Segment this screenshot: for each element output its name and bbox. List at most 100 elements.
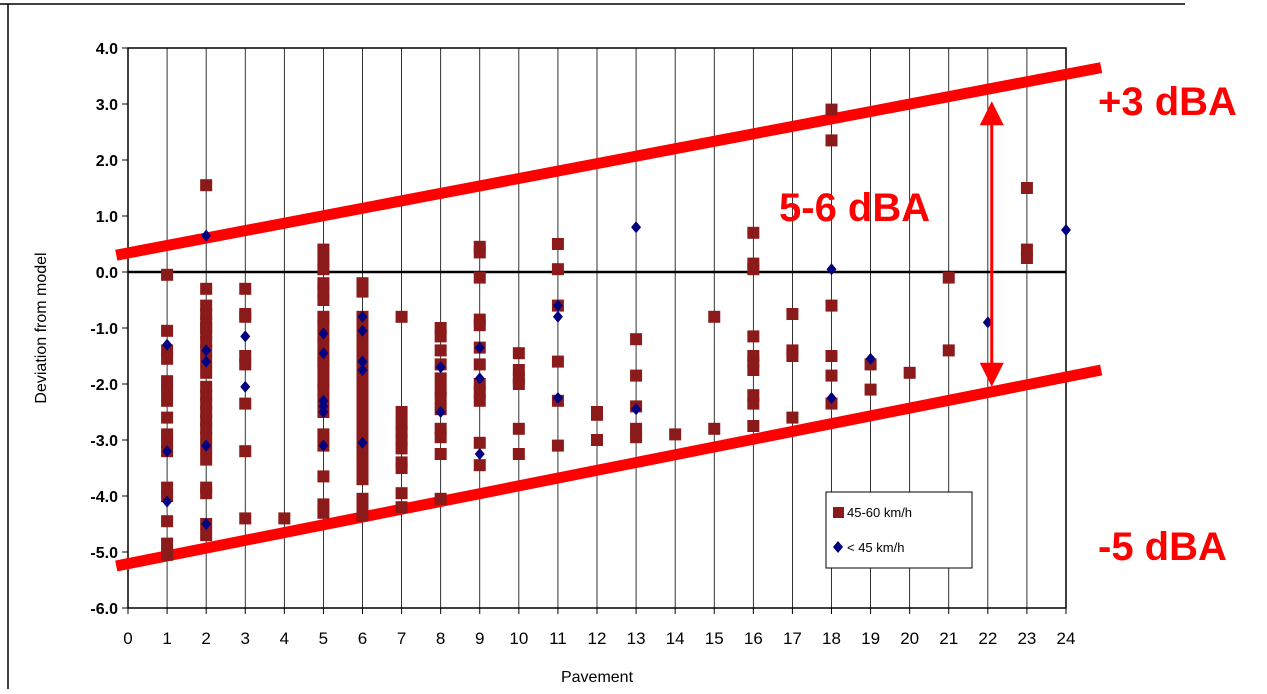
x-tick-label: 6 — [358, 629, 367, 648]
point-45-60-kmh — [395, 501, 408, 514]
point-45-60-kmh — [825, 369, 838, 382]
point-45-60-kmh — [239, 397, 252, 410]
point-45-60-kmh — [630, 431, 643, 444]
point-under-45-kmh — [318, 347, 329, 360]
x-tick-label: 0 — [123, 629, 132, 648]
point-45-60-kmh — [239, 445, 252, 458]
point-45-60-kmh — [591, 434, 603, 446]
x-tick-label: 14 — [666, 629, 685, 648]
point-45-60-kmh — [434, 344, 447, 357]
point-45-60-kmh — [747, 330, 760, 343]
point-under-45-kmh — [631, 221, 642, 234]
point-45-60-kmh — [434, 431, 447, 444]
x-tick-label: 10 — [509, 629, 528, 648]
point-45-60-kmh — [708, 310, 721, 323]
point-45-60-kmh — [512, 378, 525, 390]
point-45-60-kmh — [708, 422, 721, 435]
point-45-60-kmh — [161, 515, 174, 528]
point-45-60-kmh — [395, 310, 408, 323]
point-under-45-kmh — [162, 445, 173, 458]
point-under-45-kmh — [240, 380, 251, 393]
point-45-60-kmh — [395, 462, 408, 474]
y-tick-label: -6.0 — [90, 601, 118, 618]
x-tick-label: 23 — [1017, 629, 1036, 648]
point-45-60-kmh — [161, 268, 174, 281]
point-45-60-kmh — [317, 470, 330, 483]
point-45-60-kmh — [473, 394, 486, 407]
annotation-plus-3-dba: +3 dBA — [1098, 80, 1237, 124]
point-under-45-kmh — [162, 495, 173, 508]
y-tick-label: -1.0 — [90, 321, 118, 338]
point-under-45-kmh — [240, 330, 251, 343]
annotation-5-6-dba: 5-6 dBA — [779, 186, 930, 230]
point-45-60-kmh — [317, 383, 330, 396]
point-45-60-kmh — [434, 492, 447, 505]
x-tick-label: 5 — [319, 629, 328, 648]
point-45-60-kmh — [473, 358, 486, 371]
point-under-45-kmh — [357, 364, 368, 376]
point-45-60-kmh — [356, 509, 369, 522]
point-45-60-kmh — [434, 448, 447, 460]
point-45-60-kmh — [747, 420, 760, 432]
point-under-45-kmh — [357, 355, 368, 368]
y-tick-label: -5.0 — [90, 545, 118, 562]
point-45-60-kmh — [239, 358, 252, 371]
y-tick-label: -3.0 — [90, 433, 118, 450]
x-tick-label: 20 — [900, 629, 919, 648]
point-45-60-kmh — [161, 548, 174, 561]
point-under-45-kmh — [435, 361, 446, 374]
point-45-60-kmh — [395, 487, 408, 500]
point-under-45-kmh — [357, 324, 368, 337]
point-under-45-kmh — [826, 392, 837, 404]
point-45-60-kmh — [473, 436, 486, 449]
point-45-60-kmh — [747, 226, 760, 239]
point-45-60-kmh — [395, 406, 408, 418]
point-45-60-kmh — [278, 512, 291, 525]
point-45-60-kmh — [317, 319, 330, 332]
x-tick-label: 21 — [939, 629, 958, 648]
y-tick-label: -4.0 — [90, 489, 118, 506]
point-45-60-kmh — [903, 366, 916, 379]
x-tick-label: 12 — [588, 629, 607, 648]
x-tick-label: 13 — [627, 629, 646, 648]
point-45-60-kmh — [395, 442, 408, 455]
point-45-60-kmh — [825, 134, 838, 147]
legend-marker-diamond — [833, 541, 843, 553]
data-point-layer — [161, 103, 1071, 561]
point-45-60-kmh — [161, 411, 174, 424]
point-under-45-kmh — [201, 229, 212, 242]
point-45-60-kmh — [200, 529, 213, 542]
point-45-60-kmh — [630, 369, 643, 382]
x-tick-label: 7 — [397, 629, 406, 648]
point-45-60-kmh — [825, 350, 838, 362]
y-tick-label: 1.0 — [96, 209, 118, 226]
point-under-45-kmh — [201, 439, 212, 452]
x-tick-label: 4 — [280, 629, 289, 648]
point-45-60-kmh — [630, 333, 643, 346]
point-45-60-kmh — [512, 347, 525, 360]
point-45-60-kmh — [786, 308, 799, 320]
x-tick-label: 8 — [436, 629, 445, 648]
point-under-45-kmh — [552, 299, 563, 312]
x-tick-label: 9 — [475, 629, 484, 648]
point-45-60-kmh — [317, 243, 330, 256]
point-under-45-kmh — [435, 406, 446, 418]
point-under-45-kmh — [318, 406, 329, 418]
point-under-45-kmh — [474, 448, 485, 460]
x-tick-label: 15 — [705, 629, 724, 648]
point-45-60-kmh — [786, 411, 799, 424]
x-axis-title: Pavement — [561, 669, 634, 686]
point-45-60-kmh — [512, 422, 525, 435]
point-45-60-kmh — [317, 428, 330, 441]
y-tick-label: 4.0 — [96, 41, 118, 58]
point-under-45-kmh — [552, 392, 563, 404]
point-under-45-kmh — [552, 310, 563, 323]
point-45-60-kmh — [161, 394, 174, 407]
y-tick-label: 3.0 — [96, 97, 118, 114]
point-45-60-kmh — [864, 383, 877, 396]
point-under-45-kmh — [162, 338, 173, 351]
point-45-60-kmh — [161, 383, 174, 396]
point-45-60-kmh — [317, 364, 330, 376]
